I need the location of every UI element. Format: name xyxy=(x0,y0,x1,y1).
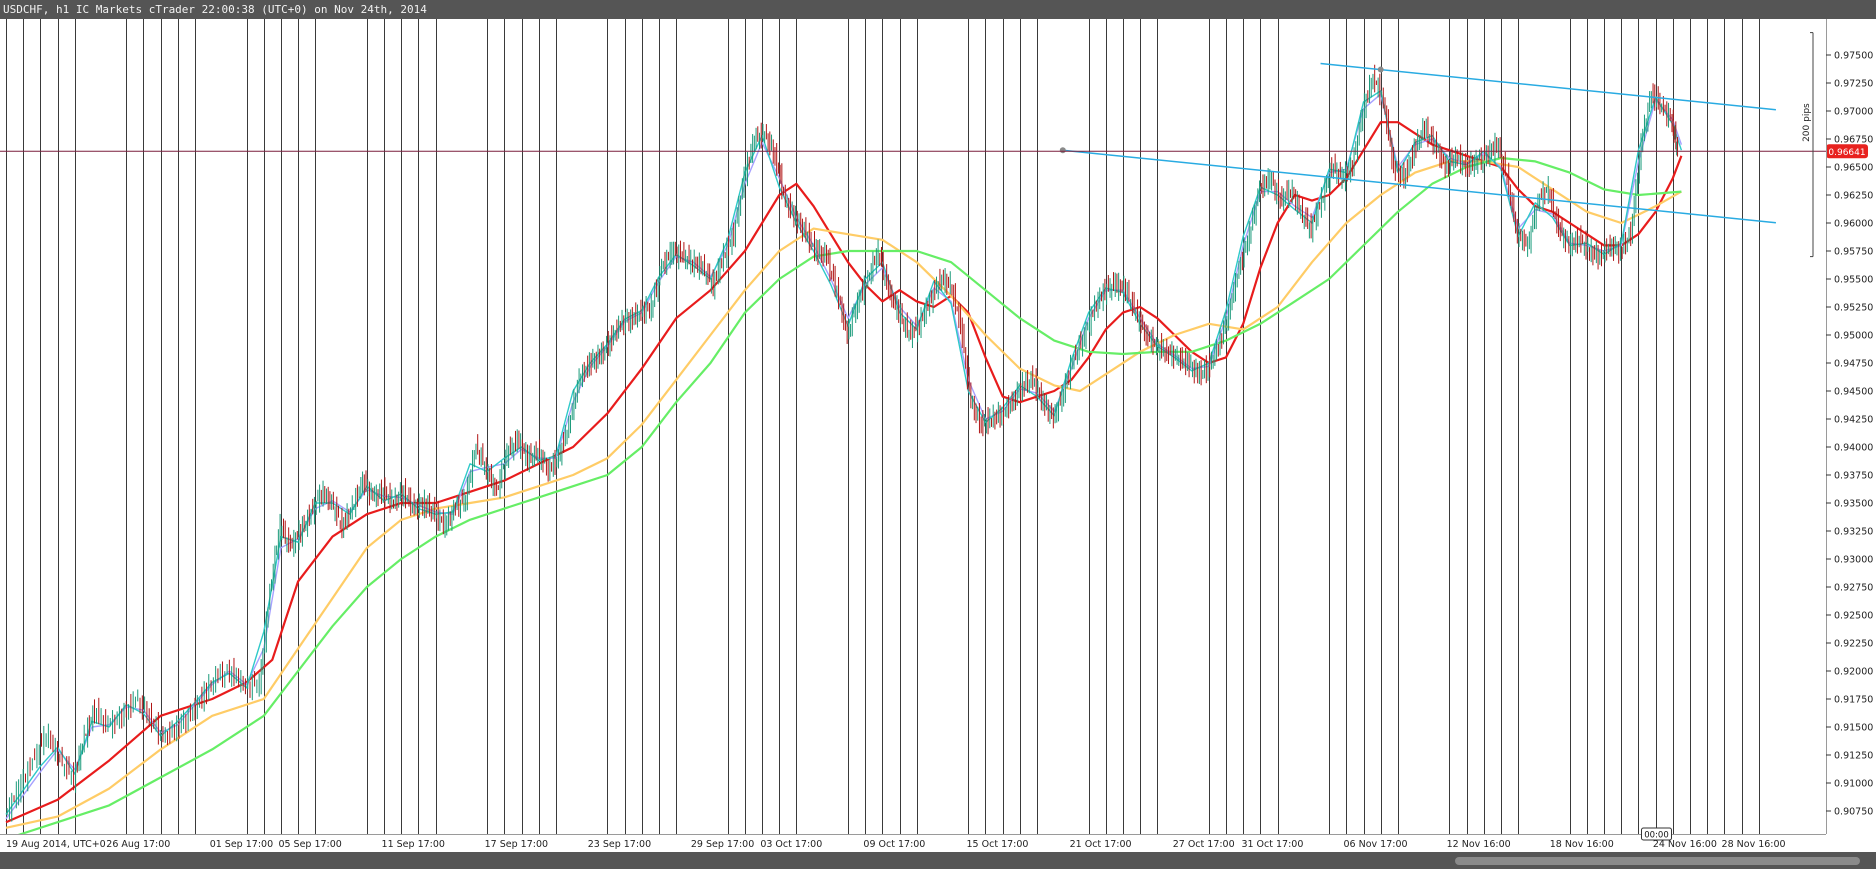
time-tick-label: 27 Oct 17:00 xyxy=(1173,839,1235,850)
window-title: USDCHF, h1 IC Markets cTrader 22:00:38 (… xyxy=(0,0,1876,19)
price-tick-label: 0.92750 xyxy=(1834,583,1873,594)
current-price-label: 0.96641 xyxy=(1828,148,1865,158)
time-tick-label: 11 Sep 17:00 xyxy=(382,839,445,850)
price-tick-label: 0.97000 xyxy=(1834,107,1873,118)
time-tick-label: 26 Aug 17:00 xyxy=(106,839,170,850)
price-tick-label: 0.93750 xyxy=(1834,471,1873,482)
time-tick-label: 09 Oct 17:00 xyxy=(863,839,925,850)
time-tick-label: 18 Nov 16:00 xyxy=(1550,839,1614,850)
time-cursor-label: 00:00 xyxy=(1644,831,1669,841)
time-tick-label: 03 Oct 17:00 xyxy=(760,839,822,850)
channel-upper-line[interactable] xyxy=(1320,62,1776,111)
current-price-badge xyxy=(1826,144,1868,159)
price-axis[interactable]: 0.97500 0.97250 0.97000 0.96750 0.96500 0.962… xyxy=(1826,19,1873,834)
price-tick-label: 0.94000 xyxy=(1834,443,1873,454)
time-tick-label: 29 Sep 17:00 xyxy=(691,839,754,850)
time-tick-label: 15 Oct 17:00 xyxy=(967,839,1029,850)
chart-area-bg xyxy=(0,19,1826,834)
moving-average-line xyxy=(5,156,1682,841)
price-tick-label: 0.91500 xyxy=(1834,723,1873,734)
time-tick-label: 24 Nov 16:00 xyxy=(1653,839,1717,850)
time-tick-label: 21 Oct 17:00 xyxy=(1070,839,1132,850)
price-tick-label: 0.95250 xyxy=(1834,303,1873,314)
time-axis-bg xyxy=(0,834,1876,852)
time-tick-label: 23 Sep 17:00 xyxy=(588,839,651,850)
price-tick-label: 0.95500 xyxy=(1834,275,1873,286)
price-tick-label: 0.93500 xyxy=(1834,499,1873,510)
time-tick-label: 12 Nov 16:00 xyxy=(1447,839,1511,850)
time-tick-label: 06 Nov 17:00 xyxy=(1344,839,1408,850)
price-tick-label: 0.96250 xyxy=(1834,191,1873,202)
price-tick-label: 0.97500 xyxy=(1834,51,1873,62)
price-tick-label: 0.91250 xyxy=(1834,751,1873,762)
time-axis[interactable]: 19 Aug 2014, UTC+0 26 Aug 17:00 01 Sep 17:… xyxy=(0,827,1876,852)
time-tick-label: 31 Oct 17:00 xyxy=(1241,839,1303,850)
channel-anchor-handle[interactable] xyxy=(1377,66,1384,73)
price-tick-label: 0.93000 xyxy=(1834,555,1873,566)
price-tick-label: 0.93250 xyxy=(1834,527,1873,538)
candles xyxy=(6,64,1679,822)
price-tick-label: 0.91750 xyxy=(1834,695,1873,706)
time-tick-label: 17 Sep 17:00 xyxy=(485,839,548,850)
time-tick-label: 19 Aug 2014, UTC+0 xyxy=(6,839,106,850)
price-tick-label: 0.96500 xyxy=(1834,163,1873,174)
horizontal-scrollbar[interactable] xyxy=(0,852,1876,869)
price-tick-label: 0.94750 xyxy=(1834,359,1873,370)
price-tick-label: 0.95750 xyxy=(1834,247,1873,258)
current-price-line: 0.96641 xyxy=(0,144,1868,159)
channel-anchor-handle[interactable] xyxy=(1059,147,1066,154)
pips-ruler-label: 200 pips xyxy=(1802,103,1812,142)
price-tick-label: 0.92000 xyxy=(1834,667,1873,678)
time-cursor-box[interactable] xyxy=(1640,827,1672,841)
price-tick-label: 0.91000 xyxy=(1834,779,1873,790)
price-tick-label: 0.97250 xyxy=(1834,79,1873,90)
grid-lines xyxy=(6,19,1760,834)
time-tick-label: 01 Sep 17:00 xyxy=(210,839,273,850)
price-chart[interactable]: 0.96641 0.97500 0.97250 0.97000 0.96750 0.96… xyxy=(0,19,1876,852)
price-tick-label: 0.96750 xyxy=(1834,135,1873,146)
time-tick-label: 05 Sep 17:00 xyxy=(278,839,341,850)
price-tick-label: 0.92500 xyxy=(1834,611,1873,622)
price-tick-label: 0.94250 xyxy=(1834,415,1873,426)
price-tick-label: 0.90750 xyxy=(1834,807,1873,818)
price-tick-label: 0.96000 xyxy=(1834,219,1873,230)
channel-lower-line[interactable] xyxy=(1062,149,1776,224)
scrollbar-thumb[interactable] xyxy=(1455,857,1860,865)
price-tick-label: 0.95000 xyxy=(1834,331,1873,342)
pips-ruler: 200 pips xyxy=(1802,32,1814,258)
price-tick-label: 0.94500 xyxy=(1834,387,1873,398)
time-tick-label: 28 Nov 16:00 xyxy=(1722,839,1786,850)
price-tick-label: 0.92250 xyxy=(1834,639,1873,650)
